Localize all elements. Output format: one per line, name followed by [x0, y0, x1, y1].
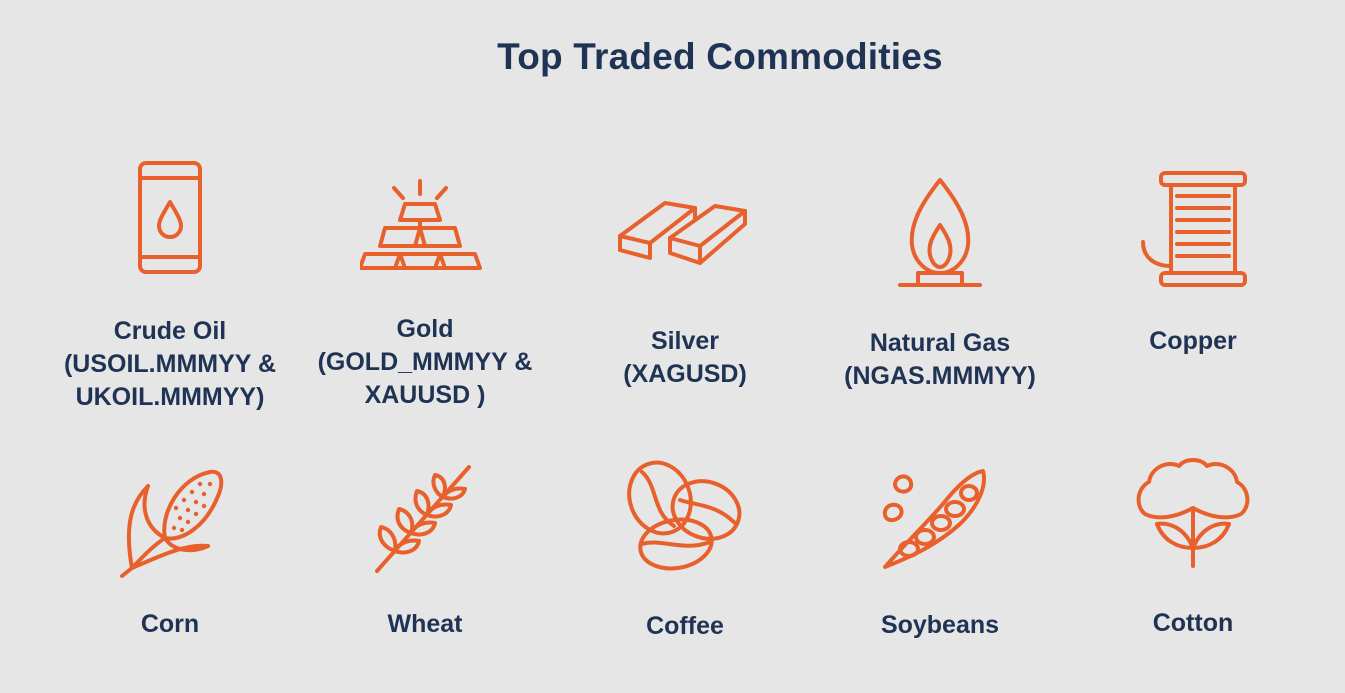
gold-bars-icon	[360, 179, 482, 270]
commodity-name: Soybeans	[880, 611, 1000, 639]
commodity-copper: Copper	[1068, 170, 1318, 358]
commodity-name: Copper	[1149, 327, 1237, 355]
commodity-name: Gold	[396, 315, 454, 343]
copper-spool-icon	[1141, 171, 1247, 287]
commodity-symbol: (XAGUSD)	[623, 360, 747, 388]
commodity-silver: Silver (XAGUSD)	[560, 198, 810, 391]
commodity-natural-gas: Natural Gas (NGAS.MMMYY)	[815, 175, 1065, 393]
commodity-gold: Gold (GOLD_MMMYY & XAUUSD )	[300, 178, 550, 412]
commodity-name: Natural Gas	[869, 329, 1011, 357]
oil-barrel-icon	[138, 161, 202, 274]
commodity-cotton: Cotton	[1068, 458, 1318, 640]
cotton-icon	[1136, 458, 1250, 568]
commodity-symbol: (USOIL.MMMYY &	[63, 350, 277, 378]
coffee-beans-icon	[627, 460, 742, 571]
commodity-name: Crude Oil	[113, 317, 227, 345]
commodity-symbol: UKOIL.MMMYY)	[75, 383, 265, 411]
commodity-name: Wheat	[387, 610, 463, 638]
page-title: Top Traded Commodities	[497, 36, 943, 77]
corn-icon	[120, 469, 224, 578]
commodity-corn: Corn	[45, 468, 295, 641]
commodity-wheat: Wheat	[300, 463, 550, 641]
commodity-coffee: Coffee	[560, 460, 810, 643]
commodity-name: Cotton	[1152, 609, 1234, 637]
gas-flame-icon	[898, 178, 982, 287]
commodity-name: Coffee	[646, 612, 724, 640]
commodity-name: Silver	[650, 327, 720, 355]
soybeans-icon	[882, 469, 986, 569]
silver-bars-icon	[618, 201, 747, 265]
commodity-name: Corn	[140, 610, 200, 638]
commodity-soybeans: Soybeans	[815, 463, 1065, 642]
commodity-symbol: (NGAS.MMMYY)	[844, 362, 1036, 390]
commodity-crude-oil: Crude Oil (USOIL.MMMYY & UKOIL.MMMYY)	[45, 160, 295, 414]
commodity-symbol: (GOLD_MMMYY &	[317, 348, 533, 376]
commodity-symbol: XAUUSD )	[364, 381, 486, 409]
wheat-icon	[375, 465, 471, 573]
